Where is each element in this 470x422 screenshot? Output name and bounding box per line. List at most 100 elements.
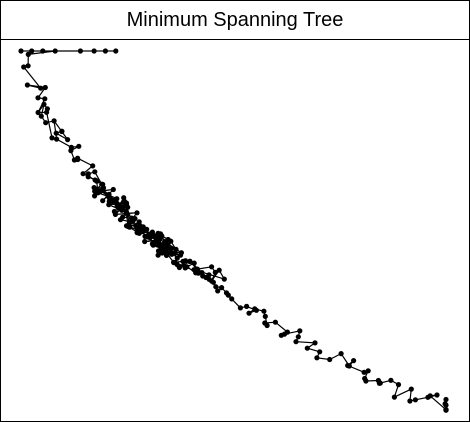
- tree-node: [297, 328, 303, 334]
- tree-node: [338, 351, 344, 357]
- tree-node: [21, 64, 27, 70]
- tree-node: [96, 188, 102, 194]
- diagram-title: Minimum Spanning Tree: [126, 8, 344, 31]
- tree-edge: [23, 66, 42, 89]
- tree-node: [293, 339, 299, 345]
- tree-node: [119, 207, 125, 213]
- tree-edge: [394, 388, 412, 398]
- tree-node: [59, 128, 65, 134]
- tree-edge: [46, 112, 53, 139]
- tree-node: [68, 148, 74, 154]
- tree-node: [244, 303, 250, 309]
- tree-node: [314, 355, 320, 361]
- tree-node: [145, 234, 151, 240]
- tree-node: [77, 48, 83, 54]
- tree-node: [51, 118, 57, 124]
- tree-node: [327, 356, 333, 363]
- tree-node: [412, 397, 418, 403]
- tree-node: [200, 273, 206, 279]
- tree-node: [85, 174, 91, 180]
- tree-node: [102, 48, 108, 54]
- tree-node: [187, 258, 193, 264]
- tree-node: [221, 276, 227, 282]
- tree-plot-area: [1, 40, 469, 421]
- tree-node: [100, 186, 106, 192]
- tree-node: [94, 178, 100, 184]
- tree-node: [29, 48, 35, 54]
- tree-node: [365, 368, 371, 374]
- tree-node: [65, 137, 71, 143]
- tree-node: [125, 223, 131, 230]
- tree-node: [295, 334, 301, 340]
- tree-node: [52, 48, 58, 54]
- tree-node: [395, 382, 402, 388]
- tree-node: [149, 229, 155, 235]
- tree-node: [136, 219, 142, 225]
- tree-node: [176, 264, 182, 271]
- tree-node: [212, 269, 218, 275]
- tree-node: [120, 214, 126, 220]
- tree-edge: [53, 120, 58, 140]
- tree-node: [174, 255, 180, 261]
- tree-node: [261, 308, 267, 314]
- tree-node: [43, 120, 49, 126]
- tree-node: [184, 264, 190, 270]
- tree-node: [110, 186, 116, 193]
- tree-node: [24, 82, 30, 88]
- tree-node: [317, 349, 323, 355]
- tree-node: [219, 285, 225, 291]
- tree-node: [172, 250, 178, 256]
- tree-node: [182, 258, 189, 264]
- tree-node: [130, 218, 136, 224]
- tree-node: [443, 402, 449, 408]
- edges-layer: [21, 50, 447, 411]
- tree-node: [123, 208, 129, 214]
- tree-node: [162, 241, 168, 248]
- tree-node: [92, 193, 98, 199]
- tree-node: [252, 306, 258, 312]
- nodes-layer: [18, 48, 449, 413]
- tree-node: [156, 237, 162, 243]
- tree-node: [272, 319, 278, 325]
- tree-edge: [429, 395, 447, 411]
- tree-node: [41, 101, 47, 107]
- tree-node: [191, 267, 197, 273]
- tree-node: [25, 51, 31, 57]
- tree-node: [407, 398, 413, 404]
- tree-node: [111, 208, 117, 215]
- tree-node: [237, 305, 243, 311]
- tree-node: [42, 96, 48, 102]
- tree-node: [91, 185, 97, 191]
- tree-node: [42, 84, 48, 91]
- tree-node: [35, 95, 41, 101]
- tree-node: [262, 320, 268, 326]
- tree-node: [113, 48, 119, 54]
- tree-node: [53, 130, 59, 136]
- tree-node: [408, 386, 414, 392]
- tree-node: [195, 270, 201, 276]
- tree-node: [225, 292, 231, 298]
- tree-node: [229, 296, 235, 302]
- tree-node: [18, 48, 24, 54]
- tree-node: [35, 109, 41, 116]
- tree-node: [443, 407, 449, 413]
- tree-node: [246, 310, 252, 316]
- tree-node: [90, 163, 96, 169]
- tree-node: [191, 260, 197, 266]
- tree-node: [312, 340, 318, 346]
- tree-node: [92, 169, 98, 175]
- tree-node: [345, 362, 351, 369]
- tree-node: [76, 143, 82, 149]
- tree-node: [209, 264, 215, 270]
- tree-node: [363, 378, 369, 384]
- tree-node: [262, 313, 268, 319]
- tree-node: [164, 245, 170, 251]
- tree-node: [54, 136, 60, 142]
- tree-node: [136, 230, 142, 236]
- tree-node: [114, 196, 120, 202]
- tree-node: [155, 248, 162, 254]
- tree-node: [388, 377, 394, 383]
- tree-node: [123, 200, 130, 206]
- title-bar: Minimum Spanning Tree: [1, 1, 469, 40]
- tree-node: [138, 225, 144, 231]
